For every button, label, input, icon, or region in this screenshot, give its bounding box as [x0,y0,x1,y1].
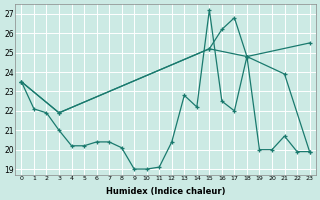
X-axis label: Humidex (Indice chaleur): Humidex (Indice chaleur) [106,187,225,196]
